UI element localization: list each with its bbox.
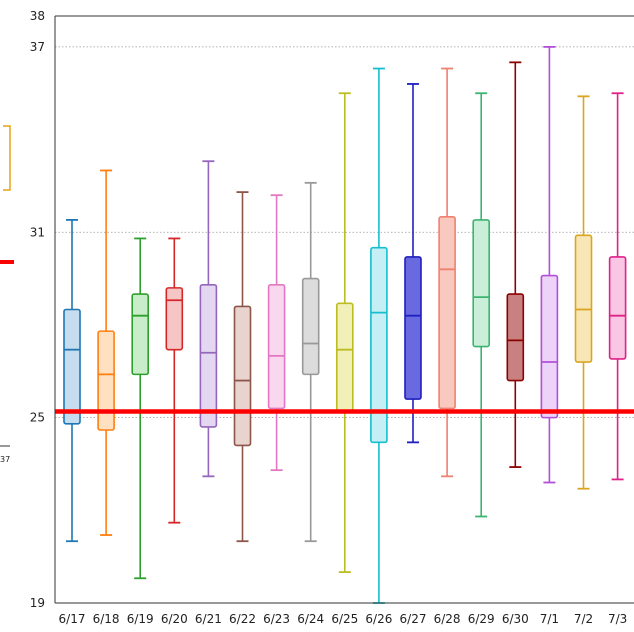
box-6-17 (63, 219, 81, 543)
x-tick-label: 6/25 (331, 612, 358, 626)
x-tick-label: 7/3 (608, 612, 627, 626)
box-iqr (335, 302, 354, 413)
box-iqr (540, 274, 559, 419)
box-iqr (608, 256, 627, 360)
x-tick-label: 6/23 (263, 612, 290, 626)
x-tick-label: 6/27 (400, 612, 427, 626)
y-tick-label: 25 (30, 411, 45, 425)
box-7-1 (540, 45, 559, 484)
x-tick-label: 7/1 (540, 612, 559, 626)
box-iqr (574, 234, 593, 363)
box-iqr (301, 277, 320, 376)
box-6-28 (438, 67, 456, 478)
box-7-2 (574, 95, 593, 490)
axis-layer: 19 25 31 37 38 6/17 6/18 6/19 6/20 6/21 6/22 6/23 6/… (30, 9, 634, 626)
box-iqr (404, 256, 422, 400)
x-tick-label: 6/26 (365, 612, 392, 626)
box-iqr (131, 293, 149, 376)
left-edge-note: 37 (0, 455, 10, 464)
x-tick-label: 6/19 (127, 612, 154, 626)
x-tick-label: 6/21 (195, 612, 222, 626)
x-tick-label: 6/20 (161, 612, 188, 626)
box-iqr (506, 293, 525, 382)
box-6-25 (335, 92, 354, 574)
left-edge-artifacts: 37 (0, 125, 14, 464)
x-tick-label: 6/28 (434, 612, 461, 626)
box-6-19 (131, 237, 149, 580)
box-iqr (370, 246, 388, 444)
box-6-20 (165, 237, 184, 524)
box-6-26 (370, 67, 388, 604)
x-tick-label: 7/2 (574, 612, 593, 626)
box-6-29 (472, 92, 491, 518)
y-tick-label: 38 (30, 9, 45, 23)
box-iqr (472, 219, 491, 348)
cropped-box-edge (3, 125, 11, 191)
box-iqr (165, 287, 184, 351)
x-tick-label: 6/17 (59, 612, 86, 626)
box-iqr (97, 330, 115, 431)
box-layer (63, 45, 627, 604)
y-tick-label: 19 (30, 596, 45, 610)
box-6-27 (404, 83, 422, 444)
box-iqr (199, 283, 218, 428)
box-6-24 (301, 181, 320, 543)
box-6-22 (233, 191, 252, 543)
box-iqr (438, 216, 456, 410)
x-tick-label: 6/29 (468, 612, 495, 626)
x-tick-label: 6/18 (93, 612, 120, 626)
box-6-23 (267, 194, 286, 472)
box-6-21 (199, 160, 218, 478)
box-iqr (63, 308, 81, 425)
box-iqr (267, 283, 286, 410)
x-tick-label: 6/22 (229, 612, 256, 626)
box-iqr (233, 305, 252, 447)
x-tick-label: 6/30 (502, 612, 529, 626)
box-6-30 (506, 61, 525, 468)
box-6-18 (97, 169, 115, 536)
x-tick-label: 6/24 (297, 612, 324, 626)
y-tick-label: 37 (30, 40, 45, 54)
y-tick-label: 31 (30, 225, 45, 239)
box-7-3 (608, 92, 627, 481)
